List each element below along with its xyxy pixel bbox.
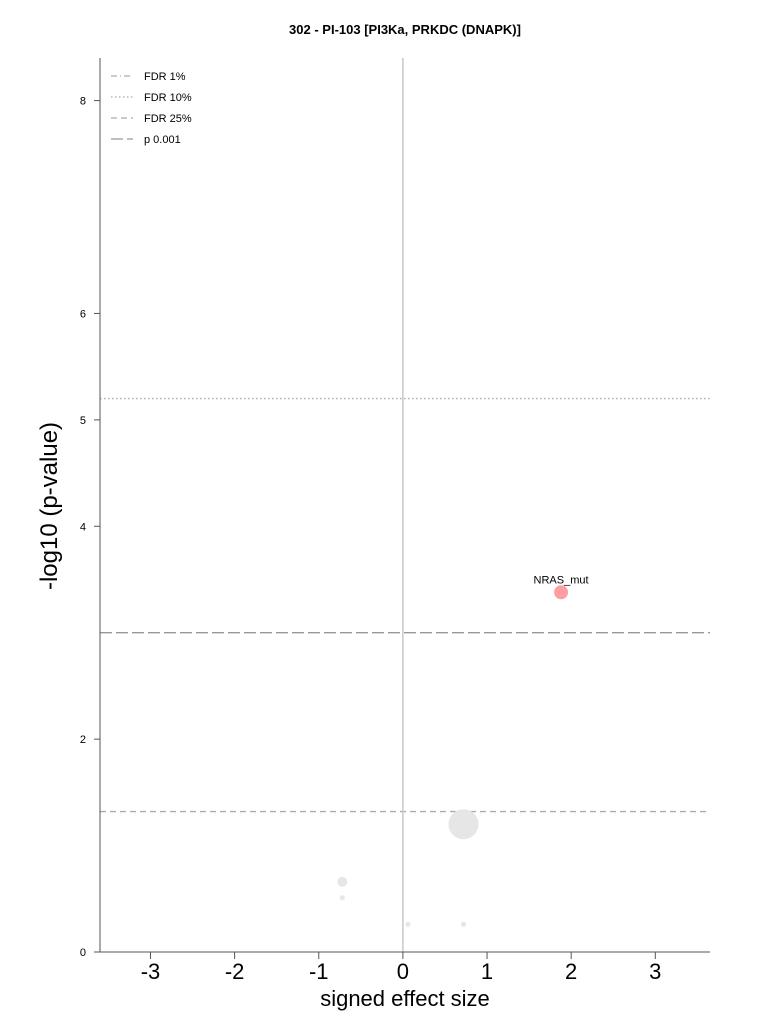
x-tick-label: -2	[225, 959, 245, 984]
y-tick-label: 4	[80, 521, 86, 533]
chart-title: 302 - PI-103 [PI3Ka, PRKDC (DNAPK)]	[289, 22, 521, 37]
legend-label: p 0.001	[144, 134, 181, 146]
x-tick-label: 0	[397, 959, 409, 984]
x-tick-label: 3	[649, 959, 661, 984]
data-point	[405, 921, 411, 927]
x-tick-label: -1	[309, 959, 329, 984]
legend-label: FDR 10%	[144, 92, 192, 104]
threshold-lines	[100, 397, 710, 813]
data-points: NRAS_mut	[337, 574, 589, 927]
data-point-label: NRAS_mut	[534, 574, 589, 586]
y-tick-label: 6	[80, 308, 86, 320]
y-axis-ticks: 0 2 4 5 6 8	[80, 96, 100, 959]
y-tick-label: 5	[80, 415, 86, 427]
x-axis-label: signed effect size	[320, 986, 490, 1011]
y-tick-label: 2	[80, 734, 86, 746]
data-point	[339, 895, 345, 901]
y-tick-label: 8	[80, 96, 86, 108]
y-tick-label: 0	[80, 947, 86, 959]
x-tick-label: 1	[481, 959, 493, 984]
y-axis-label: -log10 (p-value)	[36, 422, 63, 590]
data-point	[337, 876, 348, 887]
x-tick-label: -3	[141, 959, 161, 984]
legend-label: FDR 1%	[144, 71, 186, 83]
x-axis-ticks: -3 -2 -1 0 1 2 3	[141, 951, 661, 984]
legend: FDR 1% FDR 10% FDR 25% p 0.001	[111, 71, 192, 146]
legend-label: FDR 25%	[144, 113, 192, 125]
x-tick-label: 2	[565, 959, 577, 984]
data-point	[448, 809, 479, 840]
axes	[99, 58, 710, 953]
data-point	[460, 921, 466, 927]
data-point	[554, 585, 569, 600]
